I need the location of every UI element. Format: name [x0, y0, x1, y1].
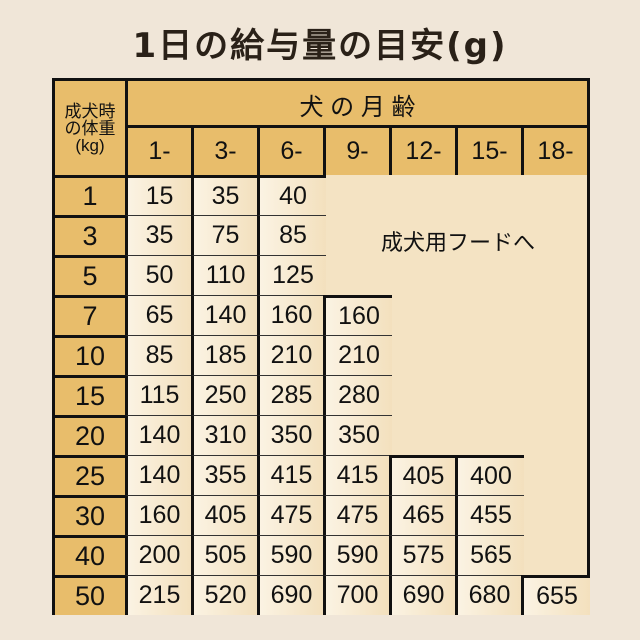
table-cell: 415	[323, 455, 389, 495]
table-cell: 280	[323, 375, 392, 415]
table-cell: 35	[125, 215, 191, 255]
table-cell: 350	[257, 415, 323, 455]
table-cell: 690	[257, 575, 323, 615]
table-cell: 465	[389, 495, 455, 535]
table-cell: 405	[191, 495, 257, 535]
table-cell: 700	[323, 575, 389, 615]
weight-row-header: 10	[55, 335, 125, 375]
table-cell: 215	[125, 575, 191, 615]
table-cell: 110	[191, 255, 257, 295]
weight-row-header: 1	[55, 175, 125, 215]
table-cell: 415	[257, 455, 323, 495]
table-cell: 590	[323, 535, 389, 575]
table-cell: 400	[455, 455, 524, 495]
table-cell: 50	[125, 255, 191, 295]
table-cell: 505	[191, 535, 257, 575]
adult-food-note: 成犬用フードへ	[380, 230, 535, 255]
table-cell: 355	[191, 455, 257, 495]
weight-row-header: 50	[55, 575, 125, 615]
age-column-header: 3-	[191, 125, 257, 175]
weight-row-header: 3	[55, 215, 125, 255]
weight-row-header: 25	[55, 455, 125, 495]
table-cell: 85	[257, 215, 326, 255]
table-cell: 210	[323, 335, 392, 375]
table-cell: 590	[257, 535, 323, 575]
table-cell: 405	[389, 455, 455, 495]
table-cell: 15	[125, 175, 191, 215]
table-cell: 140	[125, 455, 191, 495]
age-column-header: 18-	[521, 125, 587, 175]
table-cell: 210	[257, 335, 323, 375]
age-column-header: 1-	[125, 125, 191, 175]
weight-row-header: 15	[55, 375, 125, 415]
table-cell: 680	[455, 575, 521, 615]
table-cell: 455	[455, 495, 524, 535]
table-cell: 350	[323, 415, 392, 455]
age-column-header: 9-	[323, 125, 389, 175]
age-column-header: 12-	[389, 125, 455, 175]
table-cell: 655	[521, 575, 590, 615]
page-title: 1日の給与量の目安(g)	[132, 26, 508, 66]
table-cell: 310	[191, 415, 257, 455]
table-cell: 125	[257, 255, 326, 295]
table-cell: 140	[191, 295, 257, 335]
table-cell: 690	[389, 575, 455, 615]
table-cell: 160	[125, 495, 191, 535]
corner-label: 成犬時の体重(kg)	[55, 81, 125, 175]
table-cell: 140	[125, 415, 191, 455]
weight-row-header: 40	[55, 535, 125, 575]
weight-row-header: 5	[55, 255, 125, 295]
table-cell: 35	[191, 175, 257, 215]
weight-row-header: 20	[55, 415, 125, 455]
table-cell: 85	[125, 335, 191, 375]
weight-row-header: 30	[55, 495, 125, 535]
table-cell: 75	[191, 215, 257, 255]
table-cell: 160	[257, 295, 323, 335]
table-cell: 160	[323, 295, 392, 335]
feeding-table: 成犬時の体重(kg) 犬 の 月 齢 成犬用フードへ 1- 3- 6- 9- 12- 15…	[52, 78, 590, 615]
table-cell: 475	[257, 495, 323, 535]
age-header: 犬 の 月 齢	[125, 81, 587, 128]
table-cell: 40	[257, 175, 326, 215]
age-column-header: 6-	[257, 125, 323, 175]
table-cell: 565	[455, 535, 524, 575]
table-cell: 65	[125, 295, 191, 335]
table-cell: 250	[191, 375, 257, 415]
table-cell: 115	[125, 375, 191, 415]
table-cell: 285	[257, 375, 323, 415]
table-cell: 185	[191, 335, 257, 375]
table-cell: 575	[389, 535, 455, 575]
table-cell: 475	[323, 495, 389, 535]
weight-row-header: 7	[55, 295, 125, 335]
age-column-header: 15-	[455, 125, 521, 175]
table-cell: 520	[191, 575, 257, 615]
table-cell: 200	[125, 535, 191, 575]
